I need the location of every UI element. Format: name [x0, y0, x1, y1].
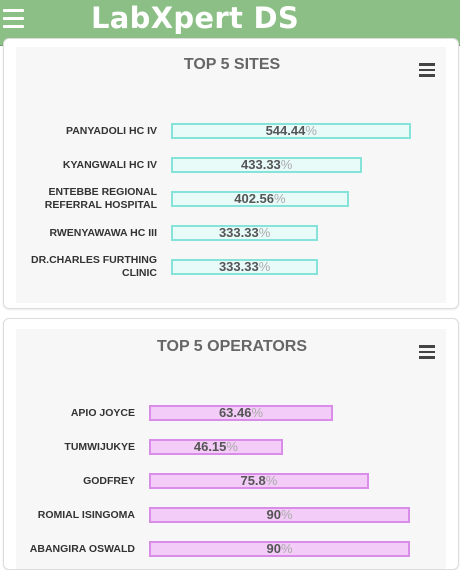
bar-value-unit: % [258, 225, 271, 240]
category-label: PANYADOLI HC IV [7, 125, 157, 138]
chart-menu-hamburger-icon[interactable] [419, 345, 435, 359]
category-label: APIO JOYCE [10, 407, 135, 420]
bar[interactable] [149, 541, 410, 557]
category-label-line: TUMWIJUKYE [64, 440, 135, 453]
bar-value: 90 [266, 541, 281, 556]
bar[interactable] [171, 225, 319, 241]
bar-value-unit: % [280, 507, 293, 522]
category-label: GODFREY [10, 475, 135, 488]
bar-value-unit: % [258, 259, 271, 274]
category-label: RWENYAWAWA HC III [7, 227, 157, 240]
bar-value-unit: % [226, 439, 238, 454]
bar-value: 90 [266, 507, 281, 522]
category-label-line: RWENYAWAWA HC III [49, 226, 157, 239]
category-label: ABANGIRA OSWALD [10, 543, 135, 556]
bar-value-unit: % [280, 541, 293, 556]
bar-value-label: 90% [149, 507, 410, 523]
bar[interactable] [171, 123, 412, 139]
bar-value-label: 63.46% [149, 405, 333, 421]
bar-value-label: 75.8% [149, 473, 369, 489]
bar-value-unit: % [274, 191, 286, 206]
bar[interactable] [149, 405, 334, 421]
category-label-line: ABANGIRA OSWALD [29, 542, 135, 555]
category-label-line: ROMIAL ISINGOMA [37, 508, 135, 521]
bar-value: 333.33 [218, 259, 259, 274]
bar[interactable] [171, 157, 363, 173]
bar-value-unit: % [265, 473, 278, 488]
bar-value-label: 90% [149, 541, 410, 557]
category-label-line: GODFREY [83, 474, 135, 487]
menu-icon[interactable] [3, 9, 25, 29]
bar[interactable] [149, 439, 283, 455]
category-label-line: PANYADOLI HC IV [65, 124, 157, 137]
top-operators-card: TOP 5 OPERATORS APIO JOYCE 63.46% TUMWIJUK… [3, 318, 459, 570]
category-label-line: APIO JOYCE [70, 406, 135, 419]
bar[interactable] [171, 259, 319, 275]
chart-title: TOP 5 OPERATORS [157, 338, 307, 355]
bar-value-label: 333.33% [171, 225, 318, 241]
bar[interactable] [171, 191, 349, 207]
top-sites-card: TOP 5 SITES PANYADOLI HC IV 544.44% KYANGW… [3, 38, 459, 309]
bar-value: 402.56 [234, 191, 274, 206]
category-label-line: KYANGWALI HC IV [62, 158, 157, 171]
bar-value-unit: % [280, 157, 293, 172]
bar-value: 333.33 [218, 225, 259, 240]
bar-value: 75.8 [240, 473, 266, 488]
category-label: DR.CHARLES FURTHING CLINIC [7, 254, 157, 280]
bar-value-label: 46.15% [149, 439, 283, 455]
category-label: TUMWIJUKYE [10, 441, 135, 454]
category-label-line: REFERRAL HOSPITAL [44, 199, 157, 211]
bar[interactable] [149, 473, 369, 489]
bar-value-label: 433.33% [171, 157, 362, 173]
bar-value-unit: % [305, 123, 317, 138]
bar-value: 433.33 [241, 157, 281, 172]
chart-menu-hamburger-icon[interactable] [419, 63, 435, 77]
bar-value: 63.46 [218, 405, 252, 420]
category-label-line: ENTEBBE REGIONAL [48, 186, 157, 198]
bar-value-label: 544.44% [171, 123, 411, 139]
app-title: LabXpert DS [91, 1, 300, 35]
bar-value-label: 333.33% [171, 259, 318, 275]
category-label: ROMIAL ISINGOMA [10, 509, 135, 522]
bar-value: 46.15 [193, 439, 227, 454]
chart-title: TOP 5 SITES [183, 56, 281, 73]
category-label-line: CLINIC [122, 267, 157, 279]
bar[interactable] [149, 507, 410, 523]
category-label-line: DR.CHARLES FURTHING [31, 254, 157, 266]
bar-value-unit: % [251, 405, 264, 420]
bar-value-label: 402.56% [171, 191, 349, 207]
bar-value: 544.44 [265, 123, 306, 138]
category-label: ENTEBBE REGIONAL REFERRAL HOSPITAL [7, 186, 157, 212]
category-label: KYANGWALI HC IV [7, 159, 157, 172]
